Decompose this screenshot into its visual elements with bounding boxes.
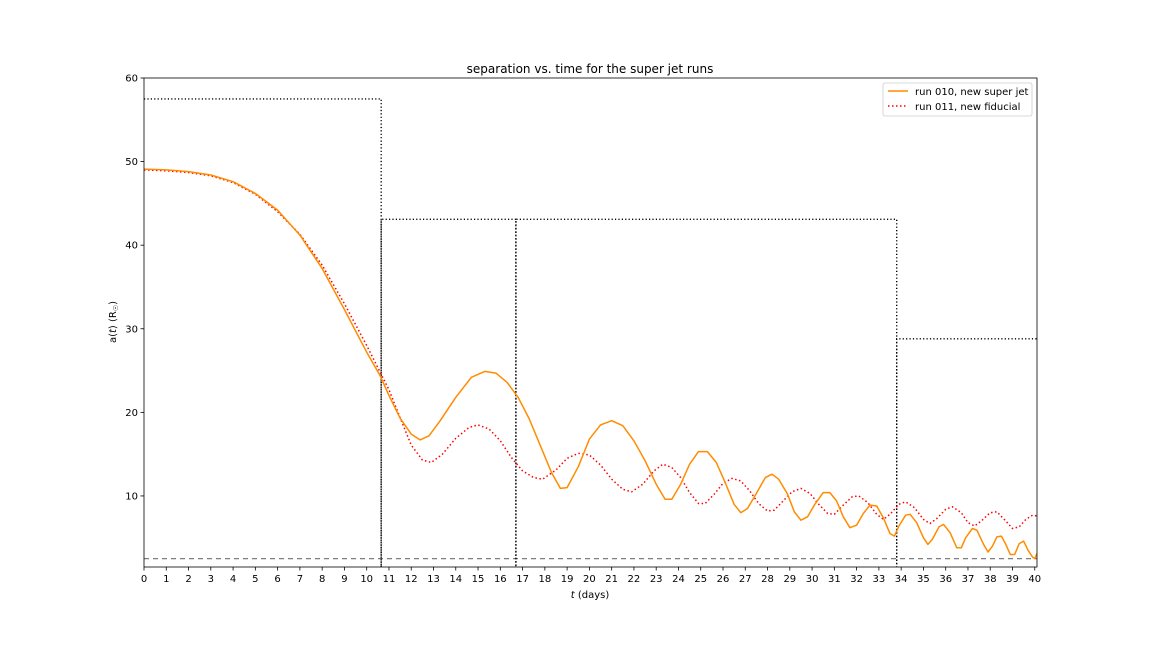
x-tick-label: 27 xyxy=(739,574,752,585)
x-tick-label: 19 xyxy=(561,574,574,585)
x-tick-label: 18 xyxy=(538,574,551,585)
x-tick-label: 8 xyxy=(319,574,325,585)
reference-lines xyxy=(144,98,1037,567)
y-axis: 10 20 30 40 50 60 xyxy=(125,74,144,502)
y-tick-label: 20 xyxy=(125,408,138,419)
x-tick-label: 34 xyxy=(895,574,908,585)
x-tick-label: 1 xyxy=(163,574,169,585)
legend: run 010, new super jet run 011, new fidu… xyxy=(882,82,1033,117)
legend-label-series-1: run 010, new super jet xyxy=(915,87,1029,98)
legend-box xyxy=(882,82,1033,117)
x-tick-label: 21 xyxy=(605,574,618,585)
black-dotted-step-line xyxy=(144,98,1037,567)
y-tick-label: 10 xyxy=(125,491,138,502)
x-tick-label: 15 xyxy=(472,574,485,585)
x-tick-label: 36 xyxy=(939,574,952,585)
x-tick-label: 5 xyxy=(252,574,258,585)
x-axis-label: t (days) xyxy=(571,590,610,601)
x-tick-label: 39 xyxy=(1006,574,1019,585)
x-tick-label: 35 xyxy=(917,574,930,585)
x-tick-label: 23 xyxy=(650,574,663,585)
x-tick-label: 10 xyxy=(360,574,373,585)
x-tick-label: 3 xyxy=(208,574,214,585)
x-tick-label: 22 xyxy=(628,574,641,585)
x-tick-label: 32 xyxy=(850,574,863,585)
y-tick-label: 60 xyxy=(125,74,138,85)
x-tick-label: 13 xyxy=(427,574,440,585)
x-tick-label: 33 xyxy=(873,574,886,585)
x-tick-label: 30 xyxy=(806,574,819,585)
x-tick-label: 20 xyxy=(583,574,596,585)
x-tick-label: 25 xyxy=(694,574,707,585)
x-tick-label: 26 xyxy=(717,574,730,585)
chart-title: separation vs. time for the super jet ru… xyxy=(467,62,714,76)
y-tick-label: 30 xyxy=(125,324,138,335)
x-tick-label: 16 xyxy=(494,574,507,585)
x-tick-label: 11 xyxy=(383,574,396,585)
x-tick-label: 12 xyxy=(405,574,418,585)
y-axis-label: a(t) (R☉) xyxy=(108,301,120,343)
series-lines xyxy=(144,168,1037,560)
y-tick-label: 50 xyxy=(125,157,138,168)
x-axis: 0 1 2 3 4 5 6 7 8 9 10 11 12 13 14 15 16 17 18 19 20 21 22 23 24… xyxy=(141,567,1041,585)
plot-frame xyxy=(143,77,1038,568)
x-tick-label: 14 xyxy=(449,574,462,585)
x-tick-label: 37 xyxy=(962,574,975,585)
x-tick-label: 38 xyxy=(984,574,997,585)
series-line-1 xyxy=(144,168,1037,560)
x-tick-label: 31 xyxy=(828,574,841,585)
x-tick-label: 2 xyxy=(185,574,191,585)
y-tick-label: 40 xyxy=(125,241,138,252)
x-tick-label: 29 xyxy=(783,574,796,585)
x-tick-label: 0 xyxy=(141,574,147,585)
x-tick-label: 24 xyxy=(672,574,685,585)
x-tick-label: 7 xyxy=(297,574,303,585)
x-tick-label: 4 xyxy=(230,574,236,585)
legend-label-series-2: run 011, new fiducial xyxy=(915,102,1020,113)
x-tick-label: 6 xyxy=(274,574,280,585)
x-tick-label: 40 xyxy=(1028,574,1041,585)
x-tick-label: 17 xyxy=(516,574,529,585)
x-tick-label: 28 xyxy=(761,574,774,585)
x-tick-label: 9 xyxy=(341,574,347,585)
